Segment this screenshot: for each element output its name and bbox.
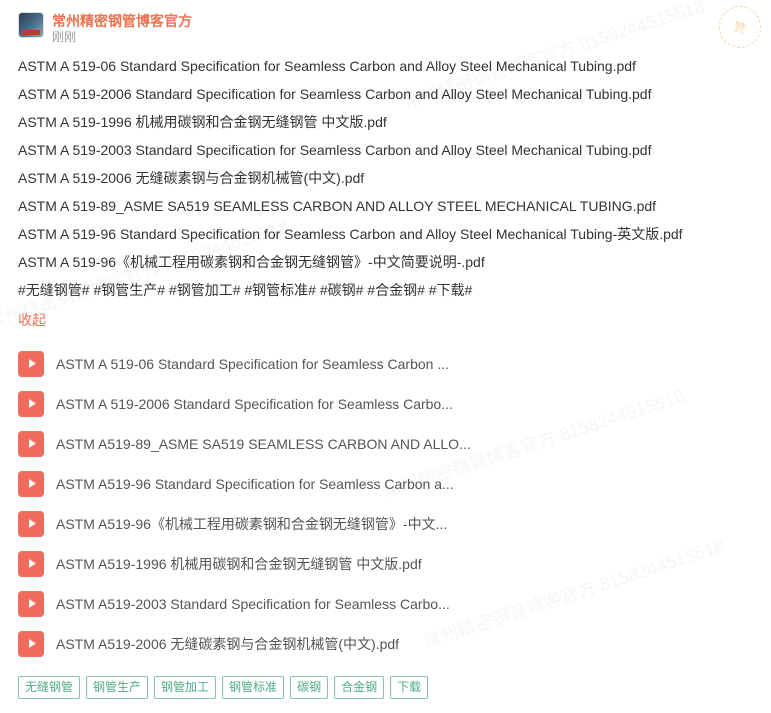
avatar[interactable] [18, 12, 44, 38]
file-name: ASTM A 519-2006 Standard Specification f… [56, 396, 453, 412]
file-item[interactable]: ASTM A 519-06 Standard Specification for… [18, 344, 753, 384]
content-line: ASTM A 519-1996 机械用碳钢和合金钢无缝钢管 中文版.pdf [18, 108, 753, 136]
header-meta: 常州精密钢管博客官方 刚刚 [52, 12, 192, 46]
post-card: 常州精密钢管博客官方 8158244515518 常州精密钢管博客官方 8158… [0, 0, 771, 713]
attachment-list: ASTM A 519-06 Standard Specification for… [18, 344, 753, 664]
file-name: ASTM A519-96 Standard Specification for … [56, 476, 454, 492]
file-name: ASTM A519-2003 Standard Specification fo… [56, 596, 450, 612]
file-name: ASTM A 519-06 Standard Specification for… [56, 356, 449, 372]
file-name: ASTM A519-96《机械工程用碳素钢和合金钢无缝钢管》-中文... [56, 514, 447, 534]
file-item[interactable]: ASTM A519-96 Standard Specification for … [18, 464, 753, 504]
post-header: 常州精密钢管博客官方 刚刚 [18, 12, 753, 46]
timestamp: 刚刚 [52, 30, 192, 46]
post-content: ASTM A 519-06 Standard Specification for… [18, 52, 753, 304]
content-line: ASTM A 519-2006 Standard Specification f… [18, 80, 753, 108]
content-line: ASTM A 519-89_ASME SA519 SEAMLESS CARBON… [18, 192, 753, 220]
tag[interactable]: 碳钢 [290, 676, 328, 699]
tag[interactable]: 下载 [390, 676, 428, 699]
file-name: ASTM A519-2006 无缝碳素钢与合金钢机械管(中文).pdf [56, 634, 399, 654]
file-item[interactable]: ASTM A519-89_ASME SA519 SEAMLESS CARBON … [18, 424, 753, 464]
username-link[interactable]: 常州精密钢管博客官方 [52, 12, 192, 30]
tag[interactable]: 钢管标准 [222, 676, 284, 699]
pdf-icon [18, 391, 44, 417]
file-name: ASTM A519-1996 机械用碳钢和合金钢无缝钢管 中文版.pdf [56, 554, 422, 574]
tag-list: 无缝钢管 钢管生产 钢管加工 钢管标准 碳钢 合金钢 下载 [18, 676, 753, 699]
file-item[interactable]: ASTM A 519-2006 Standard Specification f… [18, 384, 753, 424]
file-item[interactable]: ASTM A519-2003 Standard Specification fo… [18, 584, 753, 624]
collapse-toggle[interactable]: 收起 [18, 310, 46, 330]
pdf-icon [18, 431, 44, 457]
file-item[interactable]: ASTM A519-2006 无缝碳素钢与合金钢机械管(中文).pdf [18, 624, 753, 664]
file-item[interactable]: ASTM A519-96《机械工程用碳素钢和合金钢无缝钢管》-中文... [18, 504, 753, 544]
pdf-icon [18, 551, 44, 577]
pdf-icon [18, 591, 44, 617]
tag[interactable]: 无缝钢管 [18, 676, 80, 699]
hashtags[interactable]: #无缝钢管# #钢管生产# #钢管加工# #钢管标准# #碳钢# #合金钢# #… [18, 276, 753, 304]
content-line: ASTM A 519-2003 Standard Specification f… [18, 136, 753, 164]
pdf-icon [18, 511, 44, 537]
content-line: ASTM A 519-96《机械工程用碳素钢和合金钢无缝钢管》-中文简要说明-.… [18, 248, 753, 276]
stamp-badge-text: 赞 [732, 17, 748, 37]
pdf-icon [18, 631, 44, 657]
tag[interactable]: 合金钢 [334, 676, 384, 699]
content-line: ASTM A 519-06 Standard Specification for… [18, 52, 753, 80]
content-line: ASTM A 519-96 Standard Specification for… [18, 220, 753, 248]
pdf-icon [18, 471, 44, 497]
content-line: ASTM A 519-2006 无缝碳素钢与合金钢机械管(中文).pdf [18, 164, 753, 192]
pdf-icon [18, 351, 44, 377]
tag[interactable]: 钢管加工 [154, 676, 216, 699]
file-item[interactable]: ASTM A519-1996 机械用碳钢和合金钢无缝钢管 中文版.pdf [18, 544, 753, 584]
tag[interactable]: 钢管生产 [86, 676, 148, 699]
file-name: ASTM A519-89_ASME SA519 SEAMLESS CARBON … [56, 436, 471, 452]
